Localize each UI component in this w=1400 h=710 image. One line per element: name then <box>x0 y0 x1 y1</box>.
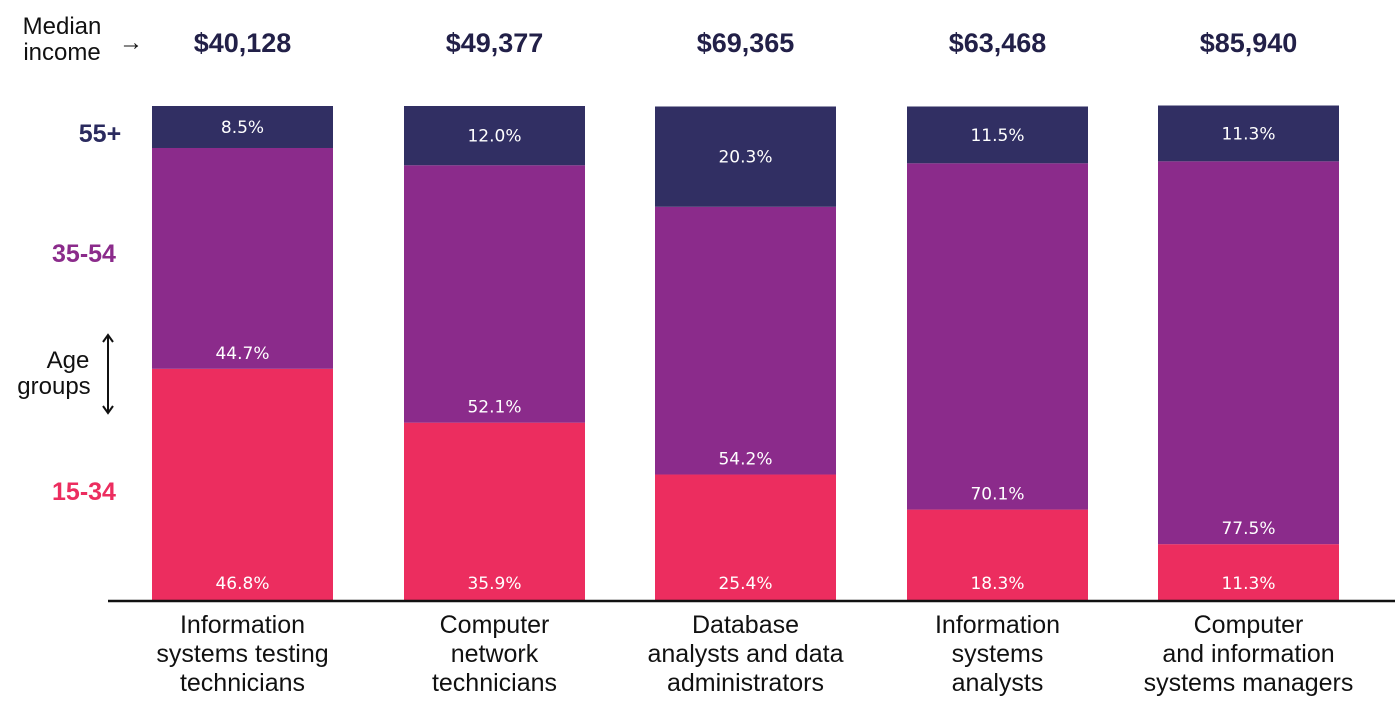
bar-segment-35-54-3 <box>655 206 836 475</box>
bar-segment-55-plus-5 <box>1158 105 1339 162</box>
bar-segment-15-34-1 <box>152 368 333 600</box>
median-income-value-1: $40,128 <box>194 28 292 58</box>
category-label-1-line-1: Information <box>180 611 305 639</box>
data-label-55-plus-1: 8.5% <box>221 118 264 138</box>
median-income-value-5: $85,940 <box>1200 28 1298 58</box>
age-groups-label-line1: Age <box>47 347 90 374</box>
bar-segment-15-34-4 <box>907 509 1088 600</box>
bar-segment-35-54-1 <box>152 147 333 369</box>
legend-age-15-34: 15-34 <box>52 478 116 506</box>
category-label-2-line-2: network <box>451 640 539 668</box>
bar-segment-15-34-3 <box>655 474 836 600</box>
data-label-15-34-1: 46.8% <box>215 574 269 594</box>
data-label-35-54-1: 44.7% <box>215 344 269 364</box>
median-income-value-3: $69,365 <box>697 28 795 58</box>
arrow-right-icon: → <box>119 29 143 56</box>
data-label-15-34-2: 35.9% <box>467 574 521 594</box>
bar-segment-55-plus-4 <box>907 106 1088 164</box>
category-label-2-line-1: Computer <box>440 611 550 639</box>
data-label-55-plus-3: 20.3% <box>718 148 772 168</box>
category-label-5-line-1: Computer <box>1194 611 1304 639</box>
category-label-3-line-2: analysts and data <box>648 640 844 668</box>
bar-segment-35-54-4 <box>907 163 1088 510</box>
category-label-4-line-3: analysts <box>952 669 1044 697</box>
labels-group: 46.8%44.7%8.5%$40,128Informationsystems … <box>156 28 1353 697</box>
bar-segment-15-34-2 <box>404 422 585 600</box>
category-label-5-line-3: systems managers <box>1144 669 1354 697</box>
median-income-value-2: $49,377 <box>446 28 544 58</box>
legend-age-55-plus: 55+ <box>79 120 121 148</box>
data-label-15-34-5: 11.3% <box>1221 574 1275 594</box>
category-label-1-line-2: systems testing <box>156 640 328 668</box>
bar-segment-15-34-5 <box>1158 544 1339 600</box>
category-label-3-line-3: administrators <box>667 669 824 697</box>
bar-segment-55-plus-1 <box>152 106 333 148</box>
data-label-35-54-2: 52.1% <box>467 398 521 418</box>
data-label-35-54-4: 70.1% <box>970 485 1024 505</box>
category-label-1-line-3: technicians <box>180 669 305 697</box>
data-label-55-plus-2: 12.0% <box>467 127 521 147</box>
age-groups-label-line2: groups <box>17 373 90 400</box>
data-label-15-34-3: 25.4% <box>718 574 772 594</box>
category-label-4-line-2: systems <box>952 640 1044 668</box>
data-label-35-54-3: 54.2% <box>718 450 772 470</box>
data-label-35-54-5: 77.5% <box>1221 519 1275 539</box>
data-label-15-34-4: 18.3% <box>970 574 1024 594</box>
median-income-value-4: $63,468 <box>949 28 1047 58</box>
category-label-3-line-1: Database <box>692 611 799 639</box>
bar-segment-55-plus-2 <box>404 106 585 166</box>
data-label-55-plus-5: 11.3% <box>1221 124 1275 144</box>
vertical-double-arrow-icon <box>102 333 114 415</box>
category-label-5-line-2: and information <box>1162 640 1334 668</box>
bars-group <box>152 105 1339 600</box>
bar-segment-35-54-2 <box>404 165 585 423</box>
median-income-label-line1: Median <box>23 13 102 40</box>
bar-segment-55-plus-3 <box>655 106 836 207</box>
legend-age-35-54: 35-54 <box>52 240 116 268</box>
data-label-55-plus-4: 11.5% <box>970 126 1024 146</box>
median-income-label-line2: income <box>23 39 100 66</box>
category-label-2-line-3: technicians <box>432 669 557 697</box>
bar-segment-35-54-5 <box>1158 161 1339 545</box>
category-label-4-line-1: Information <box>935 611 1060 639</box>
